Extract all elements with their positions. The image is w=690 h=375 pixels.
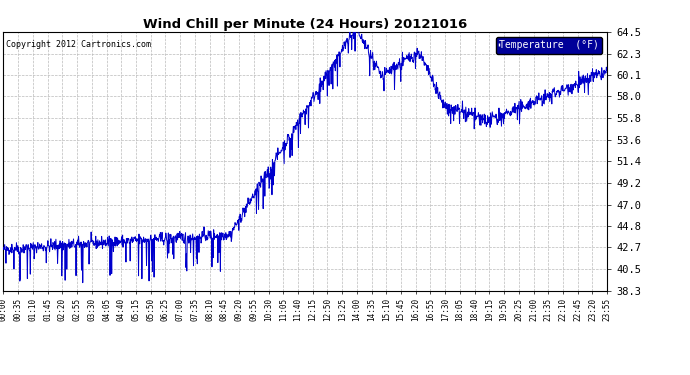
Text: Copyright 2012 Cartronics.com: Copyright 2012 Cartronics.com xyxy=(6,40,152,49)
Title: Wind Chill per Minute (24 Hours) 20121016: Wind Chill per Minute (24 Hours) 2012101… xyxy=(144,18,467,31)
Legend: Temperature  (°F): Temperature (°F) xyxy=(495,37,602,54)
